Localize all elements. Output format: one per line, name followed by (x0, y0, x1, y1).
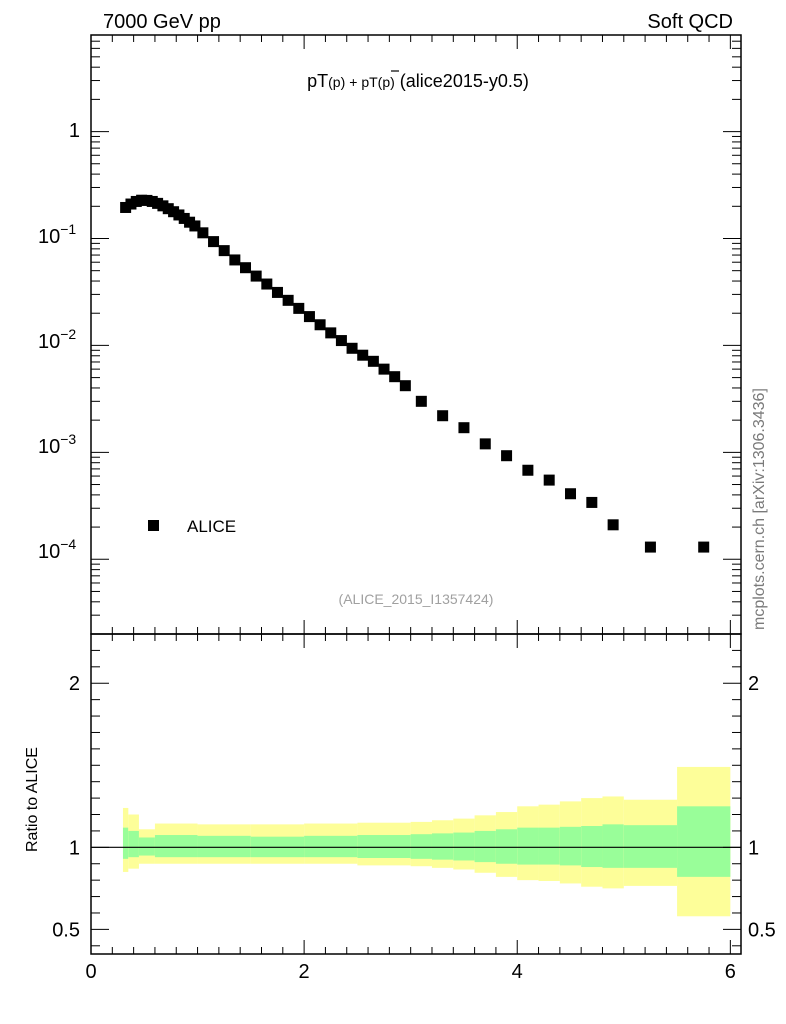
data-point (389, 371, 401, 383)
header-right: Soft QCD (647, 11, 733, 33)
band-inner-8 (410, 834, 432, 859)
plot-title: pT(p) + pT(p) (alice2015-y0.5) (307, 71, 529, 91)
data-point (208, 236, 220, 248)
band-inner-7 (357, 835, 411, 858)
data-point (189, 220, 201, 232)
data-point (346, 342, 358, 354)
analysis-id: (ALICE_2015_I1357424) (339, 591, 494, 607)
data-point (378, 363, 390, 375)
data-point (698, 541, 710, 553)
data-point (250, 270, 262, 282)
main-panel-frame (90, 34, 742, 635)
data-point (565, 488, 577, 500)
ratio-ytick-label-right: 2 (748, 673, 759, 695)
data-point (229, 254, 241, 266)
data-point (399, 380, 411, 392)
data-point (458, 422, 470, 434)
band-inner-9 (431, 833, 454, 860)
data-point (522, 464, 534, 476)
title-pbar: (p) (378, 74, 395, 90)
data-point (271, 286, 283, 298)
header-left: 7000 GeV pp (103, 11, 221, 33)
band-inner-14 (538, 827, 560, 865)
data-points-alice (120, 194, 710, 553)
ytick-label-1e-4: 10−4 (38, 536, 76, 563)
data-point (303, 311, 315, 323)
band-inner-1 (128, 830, 139, 858)
data-point (501, 450, 513, 462)
data-point (367, 355, 379, 367)
xtick-label: 2 (299, 961, 310, 983)
ratio-bands (122, 766, 731, 917)
band-inner-17 (602, 824, 624, 868)
ratio-ytick-labels: 0.5 0.5 1 1 2 2 (52, 673, 776, 941)
band-inner-19 (677, 806, 731, 877)
band-inner-3 (154, 835, 198, 858)
axis-ticks (90, 34, 741, 954)
title-p: (p) (328, 74, 345, 90)
data-point (607, 519, 619, 531)
ytick-label-1e-2: 10−2 (38, 326, 76, 353)
title-tag: (alice2015-y0.5) (400, 71, 529, 91)
title-plus: + pT (349, 74, 378, 90)
data-point (357, 349, 369, 361)
title-main: pT (307, 71, 328, 91)
side-label: mcplots.cern.ch [arXiv:1306.3436] (751, 388, 768, 630)
band-inner-18 (623, 825, 678, 868)
data-point (240, 262, 252, 274)
data-point (261, 278, 273, 290)
xtick-labels: 0 2 4 6 (85, 961, 735, 983)
band-inner-0 (122, 827, 129, 859)
ratio-ylabel: Ratio to ALICE (24, 747, 41, 852)
band-inner-4 (197, 835, 251, 858)
band-inner-2 (138, 837, 155, 856)
data-point (479, 438, 491, 450)
data-point (197, 227, 209, 239)
data-point (415, 395, 427, 407)
ytick-label-1: 1 (69, 120, 80, 142)
ratio-ytick-label-right: 1 (748, 837, 759, 859)
xtick-label: 0 (85, 961, 96, 983)
ytick-label-1e-3: 10−3 (38, 431, 76, 458)
ratio-ytick-label-right: 0.5 (748, 919, 776, 941)
data-point (314, 319, 326, 331)
data-point (335, 335, 347, 347)
band-inner-10 (453, 832, 475, 861)
data-point (437, 410, 449, 422)
band-inner-11 (474, 830, 496, 863)
data-point (325, 327, 337, 339)
legend-label-alice: ALICE (187, 517, 236, 536)
band-inner-16 (581, 826, 603, 868)
legend-marker-alice (148, 520, 159, 531)
data-point (282, 294, 294, 306)
data-point (543, 474, 555, 486)
data-point (644, 541, 656, 553)
data-point (586, 496, 598, 508)
ratio-panel-frame (90, 633, 742, 955)
ytick-label-1e-1: 10−1 (38, 221, 76, 248)
xtick-label: 6 (725, 961, 736, 983)
band-inner-12 (495, 829, 518, 864)
xtick-label: 4 (512, 961, 523, 983)
ratio-ytick-label-left: 0.5 (52, 919, 80, 941)
ratio-ytick-label-left: 1 (69, 837, 80, 859)
data-point (293, 302, 305, 314)
band-inner-13 (517, 827, 539, 865)
data-point (218, 245, 230, 257)
band-inner-15 (559, 826, 582, 866)
ratio-ytick-label-left: 2 (69, 673, 80, 695)
band-inner-6 (304, 835, 358, 858)
